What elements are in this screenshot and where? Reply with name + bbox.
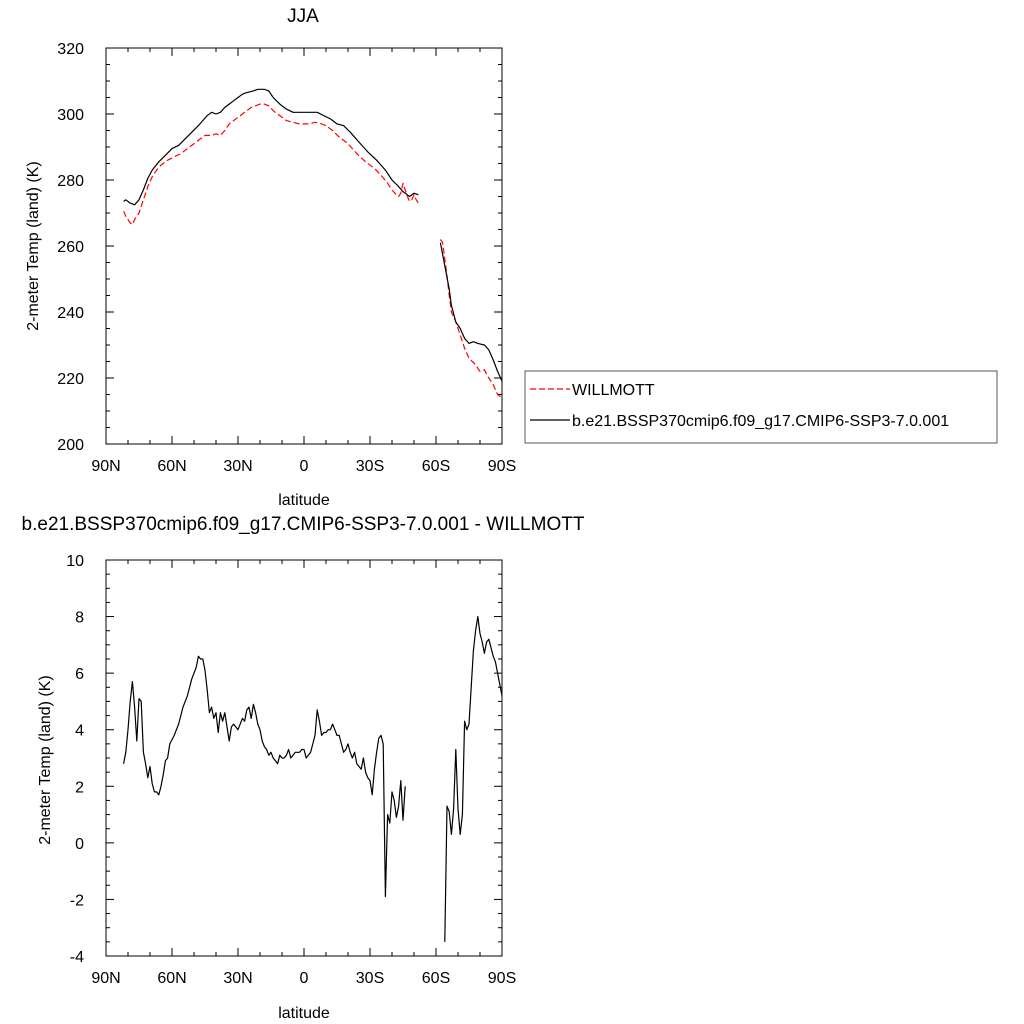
bottom-y-tick-label: 0	[75, 836, 84, 853]
top-y-tick-label: 220	[57, 371, 84, 388]
top-y-tick-label: 200	[57, 437, 84, 454]
top-x-tick-label: 60S	[422, 458, 450, 475]
bottom-x-tick-label: 60N	[157, 970, 186, 987]
top-y-tick-label: 300	[57, 107, 84, 124]
bottom-y-tick-label: 10	[66, 553, 84, 570]
top-y-tick-label: 320	[57, 41, 84, 58]
top-xlabel: latitude	[278, 492, 330, 509]
bottom-chart-title: b.e21.BSSP370cmip6.f09_g17.CMIP6-SSP3-7.…	[22, 514, 585, 535]
legend: WILLMOTT b.e21.BSSP370cmip6.f09_g17.CMIP…	[524, 370, 998, 444]
bottom-x-tick-label: 30N	[223, 970, 252, 987]
top-x-tick-label: 90S	[488, 458, 516, 475]
top-x-tick-label: 30N	[223, 458, 252, 475]
bottom-xlabel: latitude	[278, 1005, 330, 1022]
bottom-x-tick-label: 0	[300, 970, 309, 987]
top-plot-frame	[105, 47, 503, 445]
top-x-tick-label: 30S	[356, 458, 384, 475]
bottom-x-tick-label: 90S	[488, 970, 516, 987]
bottom-x-tick-label: 60S	[422, 970, 450, 987]
legend-label-model: b.e21.BSSP370cmip6.f09_g17.CMIP6-SSP3-7.…	[572, 413, 949, 430]
bottom-panel: b.e21.BSSP370cmip6.f09_g17.CMIP6-SSP3-7.…	[22, 514, 585, 1022]
top-x-tick-label: 0	[300, 458, 309, 475]
bottom-y-tick-label: 6	[75, 666, 84, 683]
bottom-y-tick-label: 8	[75, 610, 84, 627]
bottom-y-tick-label: -2	[70, 892, 84, 909]
top-x-tick-label: 60N	[157, 458, 186, 475]
bottom-y-tick-label: 4	[75, 723, 84, 740]
top-plot-area: 90N 60N 30N 0 30S 60S 90S 200 220 240 260 280 300 320	[57, 41, 516, 475]
bottom-x-tick-label: 30S	[356, 970, 384, 987]
top-panel: JJA 90N 60N 30N 0 30S 60S 90S 200 220 240 260 280 30…	[25, 6, 516, 509]
top-ylabel: 2-meter Temp (land) (K)	[25, 161, 42, 331]
legend-box	[524, 370, 998, 444]
top-y-tick-label: 240	[57, 305, 84, 322]
top-series-1-line-segment-0	[123, 88, 419, 206]
top-x-tick-label: 90N	[91, 458, 120, 475]
bottom-y-tick-label: 2	[75, 779, 84, 796]
top-chart-title: JJA	[287, 6, 319, 27]
legend-label-willmott: WILLMOTT	[572, 382, 655, 399]
bottom-ylabel: 2-meter Temp (land) (K)	[37, 675, 54, 845]
bottom-y-tick-label: -4	[70, 949, 84, 966]
bottom-series-0-line-segment-0	[123, 655, 406, 898]
bottom-series-0-line-segment-1	[444, 615, 503, 942]
top-series-0-line-segment-1	[439, 239, 503, 399]
top-series-1-line-segment-1	[439, 242, 503, 382]
bottom-plot-frame	[105, 559, 503, 957]
top-y-tick-label: 260	[57, 239, 84, 256]
top-series-0-line-segment-0	[123, 103, 419, 226]
bottom-plot-area: 90N 60N 30N 0 30S 60S 90S -4 -2 0 2 4 6 8 10	[66, 553, 516, 987]
top-y-tick-label: 280	[57, 173, 84, 190]
bottom-x-tick-label: 90N	[91, 970, 120, 987]
